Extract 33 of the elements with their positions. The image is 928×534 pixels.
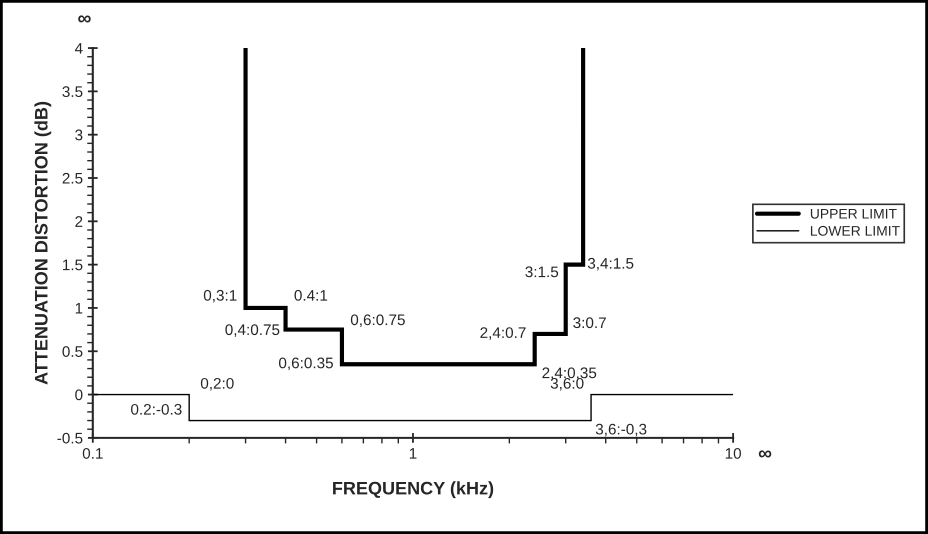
annotation: 0,6:0.75 [350, 314, 405, 327]
annotation: 3:0.7 [573, 317, 606, 328]
annotation: 0,3:1 [204, 290, 236, 303]
text: ∞ [78, 15, 91, 23]
annotation: 0,6:0.35 [278, 358, 333, 370]
y-tick-label: 1.5 [63, 260, 82, 270]
x-axis-title: FREQUENCY (kHz) [333, 481, 494, 498]
annotation: 0.4:1 [294, 290, 328, 301]
y-tick-label: 0 [75, 389, 82, 400]
y-tick-label: 2 [75, 216, 82, 227]
annotation: 3:1.5 [525, 266, 558, 278]
y-tick-label: -0.5 [57, 432, 82, 444]
annotation: 2,4:0,35 [542, 367, 596, 380]
x-tick-label: 10 [726, 448, 742, 459]
y-axis-title: ATTENUATION DISTORTION (dB) [34, 102, 52, 384]
annotation: 0.2:-0.3 [131, 404, 182, 415]
x-tick-label: 0.1 [82, 448, 103, 459]
y-tick-label: 4 [74, 43, 83, 54]
annotation: 3,6:-0,3 [596, 424, 646, 436]
legend-label: UPPER LIMIT [810, 208, 897, 219]
y-tick-label: 3 [75, 130, 82, 140]
annotation: 0,4:0.75 [225, 324, 280, 337]
legend-label: LOWER LIMIT [810, 226, 900, 236]
text: ∞ [758, 450, 772, 458]
annotation: 0,2:0 [200, 378, 234, 391]
y-tick-label: 1 [76, 302, 82, 314]
annotation: 2,4:0.7 [480, 327, 526, 340]
annotation: 3,4:1.5 [588, 258, 634, 271]
y-tick-label: 2.5 [62, 172, 82, 184]
annotation: 3,6:0 [550, 378, 584, 391]
y-tick-label: 0.5 [62, 346, 82, 357]
y-tick-label: 3.5 [62, 86, 82, 98]
x-tick-label: 1 [410, 448, 416, 459]
